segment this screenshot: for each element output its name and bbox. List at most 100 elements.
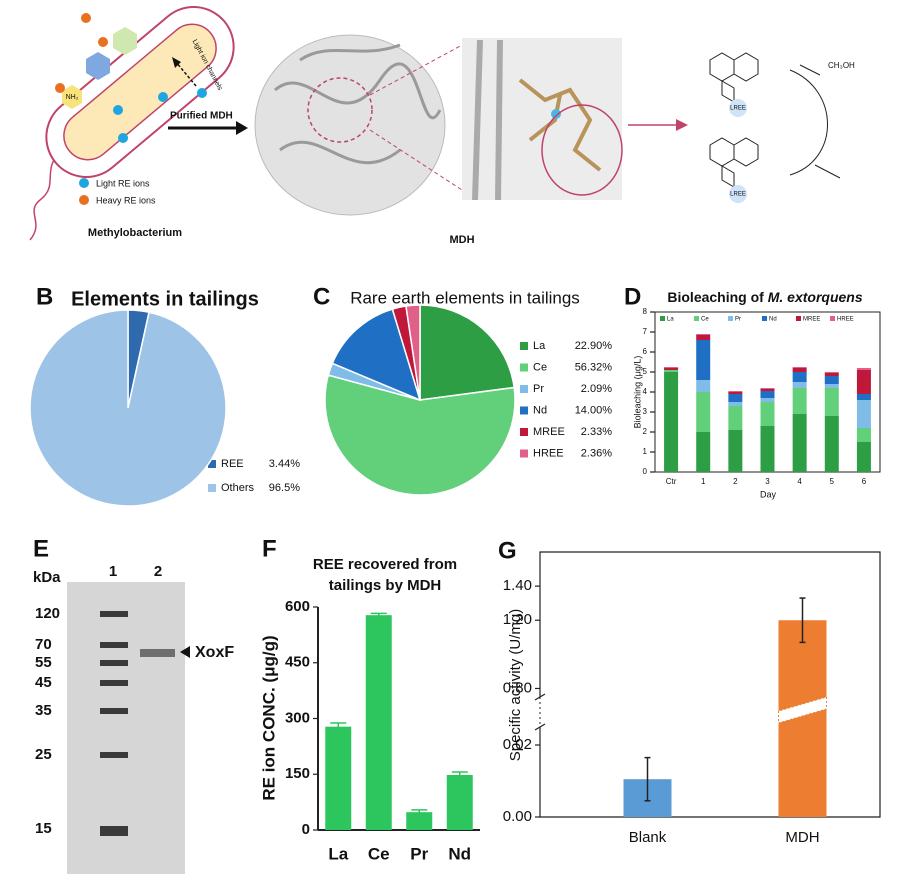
bar-segment [824,388,839,416]
substrate-label: CH₃OH [828,61,855,70]
metal-ion [551,109,561,119]
bar-segment [824,372,839,373]
bar-segment [792,372,807,382]
y-tick-label: 0.00 [503,808,532,825]
x-tick-label: Pr [410,844,428,863]
marker-label: 70 [35,636,52,653]
y-axis-label: Specific activity (U/mg) [507,609,524,762]
metal-label: LREE [730,192,746,198]
bar-segment [792,367,807,368]
legend-label: Ce [701,317,709,323]
legend-value: 2.09% [581,383,612,395]
legend-value: 56.32% [575,361,613,373]
x-tick-label: Nd [448,844,471,863]
bar-segment [856,370,871,394]
y-tick-label: 0 [302,821,310,838]
metal-label: LREE [730,106,746,112]
light-ion [158,92,168,102]
bar-segment [760,388,775,389]
legend-label: Heavy RE ions [96,195,156,205]
y-axis-label: RE ion CONC. (μg/g) [259,635,278,800]
amine-label: NH₂ [66,94,79,101]
marker-label: 120 [35,605,60,622]
legend-swatch [520,406,528,415]
ladder-band [100,708,128,714]
bar-segment [664,372,679,472]
bar-segment [728,394,743,402]
bar-segment [856,442,871,472]
lane-label: 2 [154,563,162,580]
y-tick-label: 8 [643,307,648,316]
y-axis-label: Bioleaching (μg/L) [632,356,642,429]
legend-label: HREE [837,317,854,323]
bar [406,812,433,830]
cell-interior [63,23,217,161]
legend-label: Pr [533,383,544,395]
chart-title: Rare earth elements in tailings [350,288,580,307]
y-tick-label: 4 [643,387,648,396]
legend-value: 14.00% [575,404,613,416]
x-tick-label: 4 [797,477,802,486]
legend-label: MREE [803,317,820,323]
legend-label: Nd [769,317,777,323]
panel-letter: F [262,535,277,562]
y-tick-label: 600 [285,598,310,615]
bar-segment [696,392,711,432]
bar [325,726,352,830]
marker-label: 55 [35,654,52,671]
legend-swatch [520,363,528,372]
flagellum [29,149,63,241]
x-tick-label: 3 [765,477,770,486]
legend-label: La [667,317,674,323]
x-tick-label: Ce [368,844,390,863]
bar-segment [760,389,775,391]
legend-label: HREE [533,447,564,459]
pie-slice [29,309,227,507]
bar-segment [728,391,743,392]
zoom-panel [462,38,622,200]
bar-segment [856,400,871,428]
y-tick-label: 5 [643,367,648,376]
legend-label: MREE [533,426,565,438]
heavy-ion [55,83,65,93]
bar-segment [792,368,807,372]
protein-band [140,649,175,657]
marker-label: 25 [35,746,52,763]
x-tick-label: La [328,844,348,863]
legend-swatch [694,316,699,321]
ligand-shape [113,27,137,55]
unit-label: kDa [33,569,61,586]
legend-label: Pr [735,317,741,323]
title-italic: M. extorquens [768,289,863,305]
legend-swatch [520,428,528,436]
zoom-line [369,129,463,191]
bar-segment [728,392,743,394]
marker-label: 45 [35,674,52,691]
break-stripe [778,696,827,724]
axis-break-tick [534,723,546,731]
bar-segment [760,391,775,398]
x-tick-label: 5 [830,477,835,486]
bar-segment [728,402,743,406]
legend-value: 2.36% [581,447,612,459]
light-ion [197,88,207,98]
legend-swatch [208,460,216,468]
metal-badge [729,99,747,117]
bar-segment [760,398,775,402]
ladder-band [100,611,128,617]
x-tick-label: 2 [733,477,738,486]
legend-swatch [796,316,801,321]
title-text: Bioleaching of [667,289,764,305]
panel-letter: B [36,283,53,310]
bar-segment [664,367,679,368]
zoom-line [369,44,463,96]
panel-letter: C [313,283,330,310]
active-site-circle [307,77,373,143]
panel-letter: G [498,537,517,564]
legend-swatch [728,316,733,321]
heavy-ion [81,13,91,23]
legend-swatch [79,178,89,188]
y-tick-label: 0.80 [503,679,532,696]
legend-swatch [830,316,835,321]
